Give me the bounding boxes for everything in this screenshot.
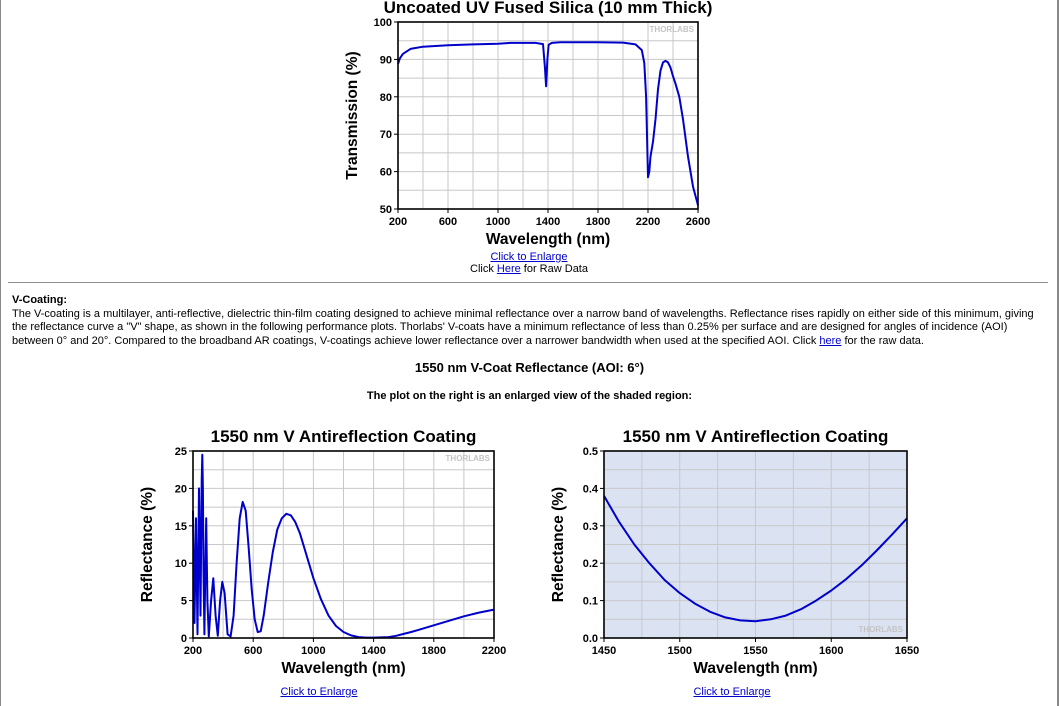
x-tick-label: 1000 [486, 216, 510, 228]
y-axis-label: Transmission (%) [344, 51, 361, 179]
raw-data-suffix: for Raw Data [520, 263, 588, 275]
x-tick-label: 1500 [668, 645, 692, 657]
x-tick-label: 200 [389, 216, 407, 228]
series-line [397, 41, 699, 206]
right-enlarge-link[interactable]: Click to Enlarge [693, 686, 771, 698]
y-tick-label: 0.0 [583, 633, 598, 645]
x-tick-label: 1650 [895, 645, 919, 657]
brand-watermark: THORLABS [650, 25, 695, 34]
x-tick-label: 1800 [586, 216, 610, 228]
section-divider [8, 282, 1048, 283]
y-tick-label: 25 [175, 446, 187, 458]
vcoating-section: V-Coating: The V-coating is a multilayer… [12, 294, 1042, 348]
x-tick-label: 600 [439, 216, 457, 228]
raw-data-prefix: Click [470, 263, 497, 275]
y-tick-label: 90 [380, 54, 392, 66]
y-tick-label: 70 [380, 129, 392, 141]
x-tick-label: 1550 [743, 645, 767, 657]
series-line [603, 495, 908, 623]
y-tick-label: 5 [181, 596, 187, 608]
right-chart-caption: Click to Enlarge [632, 686, 832, 698]
x-axis-label: Wavelength (nm) [486, 231, 610, 248]
x-tick-label: 1400 [536, 216, 560, 228]
vcoat-note: The plot on the right is an enlarged vie… [366, 390, 693, 402]
x-tick-label: 1400 [361, 645, 385, 657]
vcoat-heading: 1550 nm V-Coat Reflectance (AOI: 6°) [414, 360, 645, 375]
vcoating-description: The V-coating is a multilayer, anti-refl… [12, 308, 1034, 347]
x-tick-label: 2600 [686, 216, 710, 228]
brand-watermark: THORLABS [446, 454, 491, 463]
vcoating-raw-data-link[interactable]: here [819, 334, 842, 347]
x-tick-label: 2200 [482, 645, 506, 657]
window-border-left [0, 0, 1, 706]
brand-watermark: THORLABS [859, 625, 904, 634]
x-tick-label: 2200 [636, 216, 660, 228]
x-tick-label: 1800 [422, 645, 446, 657]
y-tick-label: 80 [380, 92, 392, 104]
y-tick-label: 100 [374, 17, 392, 29]
vcoating-title: V-Coating: [12, 294, 67, 306]
left-enlarge-link[interactable]: Click to Enlarge [280, 686, 358, 698]
window-border-right [1057, 0, 1059, 706]
chart-title: 1550 nm V Antireflection Coating [623, 427, 889, 446]
raw-data-link[interactable]: Here [496, 263, 521, 275]
x-tick-label: 1600 [819, 645, 843, 657]
y-tick-label: 15 [175, 521, 187, 533]
y-tick-label: 50 [380, 204, 392, 216]
top-chart-caption: Click to Enlarge Click Here for Raw Data [429, 251, 629, 275]
x-tick-label: 600 [244, 645, 262, 657]
y-tick-label: 0.3 [583, 521, 598, 533]
top-enlarge-link[interactable]: Click to Enlarge [490, 251, 568, 263]
chart-uncoated-fused-silica[interactable]: Uncoated UV Fused Silica (10 mm Thick) TH… [330, 0, 720, 249]
y-tick-label: 0 [181, 633, 187, 645]
y-axis-label: Reflectance (%) [139, 487, 156, 602]
x-tick-label: 1450 [592, 645, 616, 657]
y-tick-label: 0.1 [583, 596, 598, 608]
x-axis-label: Wavelength (nm) [693, 660, 817, 677]
x-tick-label: 1000 [301, 645, 325, 657]
x-axis-label: Wavelength (nm) [281, 660, 405, 677]
chart-title: 1550 nm V Antireflection Coating [211, 427, 477, 446]
y-tick-label: 0.4 [583, 483, 599, 495]
y-tick-label: 0.2 [583, 558, 598, 570]
plot-frame [192, 450, 495, 639]
chart-vcoat-enlarged[interactable]: 1550 nm V Antireflection Coating THORLABS… [540, 418, 930, 683]
vcoating-description-end: for the raw data. [841, 334, 924, 347]
y-tick-label: 60 [380, 167, 392, 179]
chart-vcoat-full[interactable]: 1550 nm V Antireflection Coating THORLABS… [130, 418, 520, 683]
y-tick-label: 10 [175, 558, 187, 570]
x-tick-label: 200 [184, 645, 202, 657]
chart-title: Uncoated UV Fused Silica (10 mm Thick) [384, 0, 713, 17]
y-tick-label: 20 [175, 483, 187, 495]
y-axis-label: Reflectance (%) [550, 487, 567, 602]
y-tick-label: 0.5 [583, 446, 598, 458]
left-chart-caption: Click to Enlarge [219, 686, 419, 698]
